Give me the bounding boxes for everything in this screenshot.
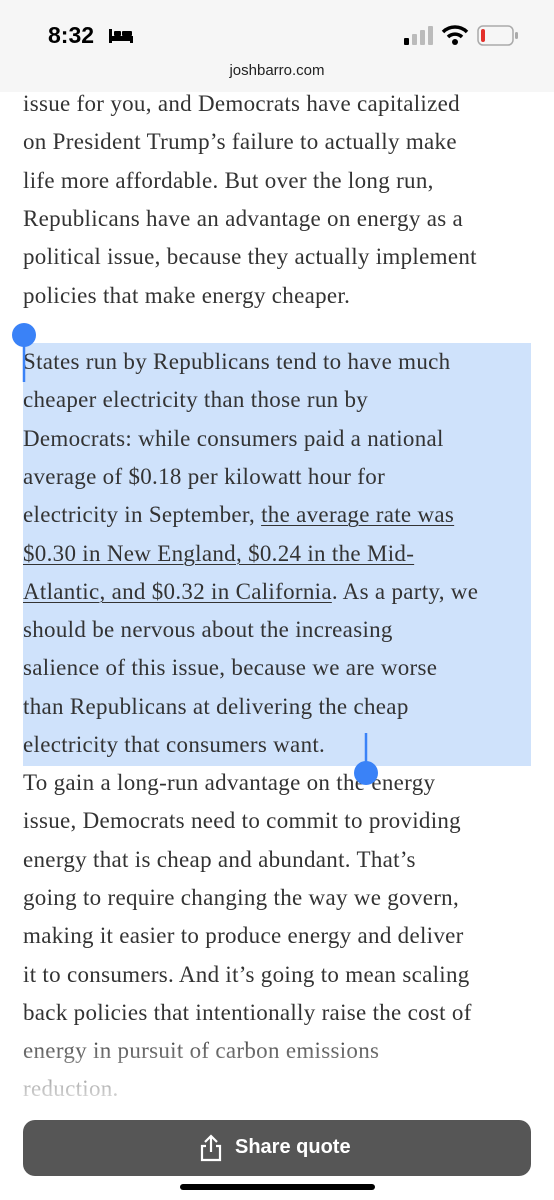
text: electricity that consumers want.: [23, 732, 326, 757]
fade-overlay: [0, 1030, 554, 1130]
text: should be nervous about the increasing: [23, 617, 393, 643]
text-line: going to require changing the way we gov…: [23, 884, 460, 910]
text-line: electricity that consumers want.: [23, 730, 325, 760]
text-line: it to consumers. And it’s going to mean …: [23, 961, 470, 987]
text-line: political issue, because they actually i…: [23, 244, 477, 270]
text: salience of this issue, because we are w…: [23, 655, 438, 681]
text: Democrats: while consumers paid a nation…: [23, 425, 444, 451]
sleep-icon: [109, 29, 133, 43]
text: than Republicans at delivering the cheap: [23, 693, 409, 719]
link[interactable]: the average rate was: [261, 502, 455, 528]
text-line: Democrats: while consumers paid a nation…: [23, 424, 444, 454]
text-line: issue for you, and Democrats have capita…: [23, 91, 460, 116]
url[interactable]: joshbarro.com: [229, 62, 325, 79]
link[interactable]: Atlantic, and $0.32 in California: [23, 578, 332, 604]
signal-icon: [404, 26, 433, 45]
text-line: energy that is cheap and abundant. That’…: [23, 846, 416, 872]
text: electricity in September,: [23, 502, 262, 528]
text: cheaper electricity than those run by: [23, 387, 369, 413]
text-line: than Republicans at delivering the cheap: [23, 692, 409, 722]
text-line: electricity in September, the average ra…: [23, 500, 454, 530]
selection-highlight: [23, 343, 531, 766]
text-line: Atlantic, and $0.32 in California. As a …: [23, 577, 478, 607]
text: . As a party, we: [331, 578, 479, 604]
text-line: $0.30 in New England, $0.24 in the Mid-: [23, 539, 414, 569]
text-line: average of $0.18 per kilowatt hour for: [23, 462, 385, 492]
browser-top-bar: 8:32 joshbarro.com: [0, 0, 554, 92]
share-quote-button[interactable]: Share quote: [23, 1120, 531, 1176]
text-line: Republicans have an advantage on energy …: [23, 205, 464, 231]
text-line: on President Trump’s failure to actually…: [23, 129, 457, 155]
clock: 8:32: [48, 22, 95, 48]
link[interactable]: $0.30 in New England, $0.24 in the Mid-: [23, 540, 415, 566]
selection-handles: [12, 323, 378, 785]
text: average of $0.18 per kilowatt hour for: [23, 463, 386, 489]
text-line: States run by Republicans tend to have m…: [23, 347, 450, 377]
text-line: cheaper electricity than those run by: [23, 385, 368, 415]
share-icon: [200, 1134, 222, 1162]
text-line: should be nervous about the increasing: [23, 615, 393, 645]
text-line: making it easier to produce energy and d…: [23, 923, 464, 949]
text-line: life more affordable. But over the long …: [23, 167, 434, 193]
text-line: back policies that intentionally raise t…: [23, 999, 472, 1025]
battery-icon: [477, 25, 518, 46]
share-label: Share quote: [235, 1136, 351, 1158]
text-line: salience of this issue, because we are w…: [23, 653, 437, 683]
home-indicator: [180, 1184, 375, 1190]
text: States run by Republicans tend to have m…: [23, 349, 451, 374]
text-line: issue, Democrats need to commit to provi…: [23, 808, 461, 834]
wifi-icon: [441, 25, 469, 45]
text-line: policies that make energy cheaper.: [23, 282, 351, 308]
